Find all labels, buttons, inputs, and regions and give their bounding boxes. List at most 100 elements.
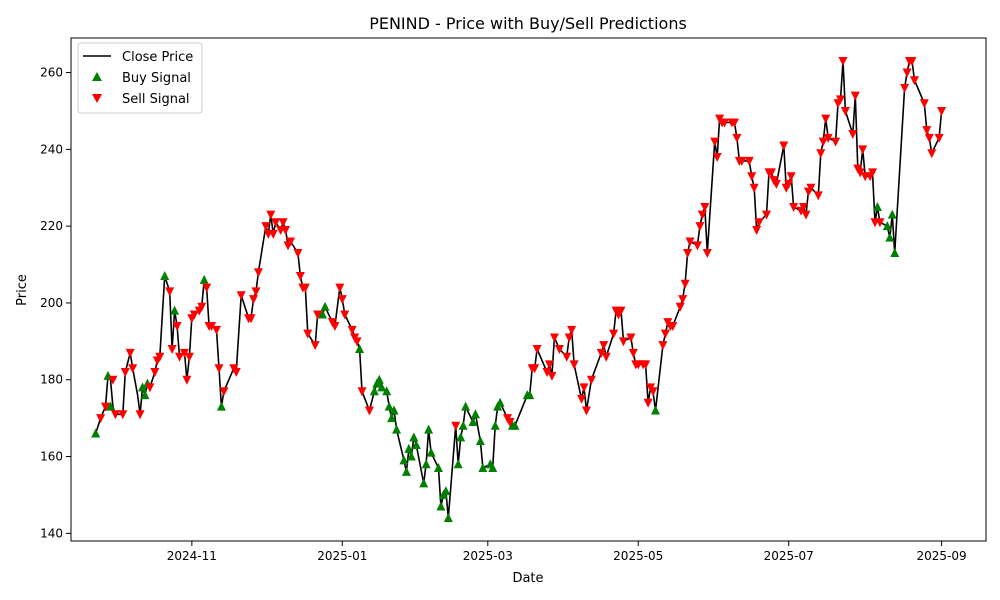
sell-signal-marker: [907, 57, 917, 67]
sell-signal-marker: [278, 218, 288, 228]
buy-signal-marker: [399, 455, 409, 465]
sell-signal-marker: [120, 368, 130, 378]
sell-signal-marker: [626, 333, 636, 343]
buy-signal-marker: [887, 209, 897, 219]
buy-signal-marker: [470, 409, 480, 419]
sell-signal-marker: [150, 368, 160, 378]
sell-signal-marker: [599, 341, 609, 351]
sell-signal-marker: [165, 287, 175, 297]
buy-signal-marker: [456, 432, 466, 442]
sell-signal-marker: [249, 295, 259, 305]
sell-signal-marker: [660, 329, 670, 339]
sell-signal-marker: [813, 191, 823, 201]
sell-signal-marker: [281, 225, 291, 235]
y-tick-label: 240: [40, 142, 63, 156]
sell-signal-marker: [330, 321, 340, 331]
y-tick-label: 160: [40, 450, 63, 464]
buy-signal-marker: [320, 301, 330, 311]
buy-signal-marker: [458, 420, 468, 430]
sell-signal-marker: [601, 352, 611, 362]
sell-signal-marker: [564, 333, 574, 343]
buy-signal-series: [91, 201, 900, 522]
buy-signal-marker: [318, 309, 328, 319]
y-axis-label: Price: [15, 274, 30, 306]
buy-signal-marker: [453, 459, 463, 469]
sell-signal-marker: [806, 183, 816, 193]
sell-signal-marker: [643, 398, 653, 408]
sell-signal-marker: [253, 268, 263, 278]
sell-signal-marker: [747, 172, 757, 182]
buy-signal-marker: [441, 486, 451, 496]
buy-signal-marker: [490, 420, 500, 430]
sell-signal-marker: [616, 306, 626, 316]
sell-signal-marker: [125, 348, 135, 358]
sell-signal-marker: [618, 337, 628, 347]
sell-signal-marker: [868, 168, 878, 178]
x-tick-label: 2025-09: [917, 549, 967, 563]
sell-signal-marker: [858, 145, 868, 155]
sell-signal-marker: [567, 325, 577, 335]
y-tick-label: 260: [40, 66, 63, 80]
sell-signal-marker: [155, 352, 165, 362]
sell-signal-marker: [110, 410, 120, 420]
chart-title: PENIND - Price with Buy/Sell Predictions: [369, 14, 687, 33]
sell-signal-marker: [692, 241, 702, 251]
sell-signal-marker: [300, 283, 310, 293]
buy-signal-marker: [461, 401, 471, 411]
x-axis-label: Date: [512, 571, 543, 586]
x-tick-label: 2025-01: [317, 549, 367, 563]
sell-signal-marker: [505, 417, 515, 427]
sell-signal-marker: [219, 387, 229, 397]
buy-signal-marker: [475, 436, 485, 446]
plot-area: [70, 37, 987, 542]
sell-signal-marker: [875, 218, 885, 228]
buy-signal-marker: [387, 413, 397, 423]
buy-signal-marker: [384, 401, 394, 411]
buy-signal-marker: [510, 420, 520, 430]
buy-signal-marker: [488, 463, 498, 473]
buy-signal-marker: [443, 512, 453, 522]
sell-signal-marker: [937, 106, 947, 116]
sell-signal-marker: [683, 249, 693, 259]
buy-signal-marker: [138, 382, 148, 392]
sell-signal-marker: [286, 237, 296, 247]
buy-signal-marker: [392, 424, 402, 434]
buy-signal-marker: [890, 248, 900, 258]
buy-signal-marker: [421, 459, 431, 469]
buy-signal-marker: [216, 401, 226, 411]
sell-signal-marker: [145, 383, 155, 393]
y-tick-label: 220: [40, 219, 63, 233]
sell-signal-marker: [335, 283, 345, 293]
sell-signal-marker: [579, 383, 589, 393]
buy-signal-marker: [160, 271, 170, 281]
x-tick-label: 2025-03: [463, 549, 513, 563]
buy-signal-marker: [401, 466, 411, 476]
sell-signal-marker: [779, 141, 789, 151]
sell-signal-marker: [596, 348, 606, 358]
sell-signal-marker: [685, 237, 695, 247]
plot-background: [71, 38, 986, 541]
sell-signal-marker: [266, 210, 276, 220]
sell-signal-marker: [818, 137, 828, 147]
sell-signal-marker: [831, 137, 841, 147]
sell-signal-marker: [184, 352, 194, 362]
sell-signal-marker: [547, 371, 557, 381]
sell-signal-marker: [720, 118, 730, 128]
sell-signal-marker: [737, 156, 747, 166]
sell-signal-marker: [179, 348, 189, 358]
legend: Close Price Buy Signal Sell Signal: [77, 42, 203, 114]
sell-signal-marker: [347, 325, 357, 335]
buy-signal-marker: [369, 386, 379, 396]
sell-signal-marker: [680, 279, 690, 289]
sell-signal-marker: [577, 394, 587, 404]
sell-signal-marker: [766, 168, 776, 178]
buy-signal-marker: [885, 232, 895, 242]
sell-signal-marker: [729, 118, 739, 128]
sell-signal-marker: [678, 295, 688, 305]
legend-label-close-price: Close Price: [122, 50, 193, 65]
y-tick-label: 180: [40, 373, 63, 387]
sell-signal-marker: [850, 91, 860, 101]
sell-signal-marker: [710, 137, 720, 147]
x-axis-ticks: 2024-11 2025-01 2025-03 2025-05 2025-07 2025-…: [167, 541, 967, 563]
sell-signal-marker: [310, 341, 320, 351]
